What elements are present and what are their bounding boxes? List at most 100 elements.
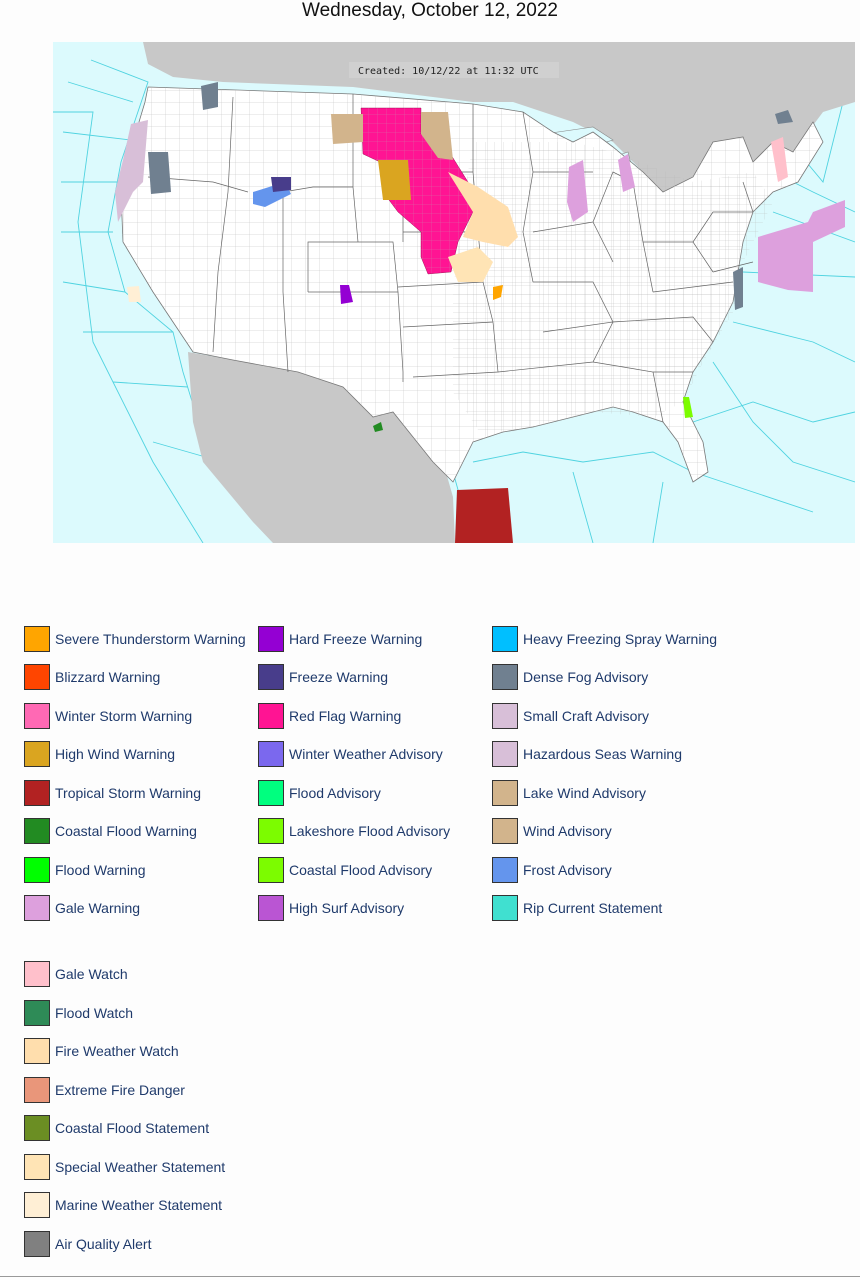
gale-watch-ne <box>771 137 788 182</box>
gale-warning-east <box>758 200 845 292</box>
legend-item: Red Flag Warning <box>258 701 401 731</box>
legend-label: Winter Weather Advisory <box>289 746 443 762</box>
legend-item: Marine Weather Statement <box>24 1190 222 1220</box>
marine-weather-statement <box>127 286 141 302</box>
dense-fog-advisory-ne <box>775 110 793 124</box>
legend-item: Lake Wind Advisory <box>492 778 646 808</box>
legend-label: Hard Freeze Warning <box>289 631 423 647</box>
legend-item: Gale Warning <box>24 893 140 923</box>
legend-swatch <box>492 818 518 844</box>
legend-swatch <box>492 857 518 883</box>
legend-item: Small Craft Advisory <box>492 701 649 731</box>
legend-swatch <box>258 741 284 767</box>
legend-item: Heavy Freezing Spray Warning <box>492 624 717 654</box>
legend-label: High Surf Advisory <box>289 900 405 916</box>
legend-swatch <box>492 741 518 767</box>
legend-label: Small Craft Advisory <box>523 708 650 724</box>
legend-swatch <box>258 626 284 652</box>
legend-item: Special Weather Statement <box>24 1152 225 1182</box>
baja-peninsula <box>193 362 283 512</box>
legend-swatch <box>24 626 50 652</box>
legend-label: Wind Advisory <box>523 823 612 839</box>
page-title: Wednesday, October 12, 2022 <box>302 0 558 21</box>
legend-swatch <box>24 1077 50 1103</box>
legend-swatch <box>24 895 50 921</box>
legend-item: Blizzard Warning <box>24 662 160 692</box>
legend-item: Wind Advisory <box>492 816 612 846</box>
legend-label: Rip Current Statement <box>523 900 663 916</box>
legend-item: Winter Storm Warning <box>24 701 192 731</box>
legend-label: Red Flag Warning <box>289 708 402 724</box>
legend-swatch <box>492 664 518 690</box>
legend-label: Extreme Fire Danger <box>55 1082 185 1098</box>
special-weather-statement-area <box>448 247 493 282</box>
legend-label: Frost Advisory <box>523 862 612 878</box>
legend-item: Lakeshore Flood Advisory <box>258 816 450 846</box>
legend-swatch <box>24 664 50 690</box>
legend-item: Dense Fog Advisory <box>492 662 648 692</box>
legend-item: High Surf Advisory <box>258 893 404 923</box>
legend-label: Blizzard Warning <box>55 669 161 685</box>
legend-item: Flood Warning <box>24 855 146 885</box>
county-grid-east <box>453 142 773 437</box>
legend-item: High Wind Warning <box>24 739 175 769</box>
legend-label: Gale Watch <box>55 966 128 982</box>
dense-fog-advisory-east <box>733 267 743 310</box>
legend-item: Tropical Storm Warning <box>24 778 201 808</box>
legend-label: Freeze Warning <box>289 669 389 685</box>
legend-swatch <box>492 895 518 921</box>
wind-advisory-area-east <box>421 112 453 160</box>
legend-swatch <box>24 1038 50 1064</box>
legend-item: Frost Advisory <box>492 855 612 885</box>
small-craft-advisory-west <box>115 120 148 222</box>
hard-freeze-warning-area <box>340 285 353 304</box>
legend-swatch <box>24 1115 50 1141</box>
legend-label: Fire Weather Watch <box>55 1043 179 1059</box>
legend-swatch <box>258 664 284 690</box>
legend-swatch <box>24 703 50 729</box>
high-wind-warning-area <box>378 160 411 200</box>
legend-label: Special Weather Statement <box>55 1159 226 1175</box>
dense-fog-advisory-west <box>148 152 171 194</box>
coastal-flood-advisory-tx <box>373 422 383 432</box>
legend-label: Dense Fog Advisory <box>523 669 649 685</box>
legend-item: Severe Thunderstorm Warning <box>24 624 246 654</box>
legend-swatch <box>258 895 284 921</box>
gale-warning-lake <box>567 160 588 222</box>
legend-swatch <box>258 857 284 883</box>
bottom-divider <box>0 1276 860 1277</box>
legend-label: Lake Wind Advisory <box>523 785 646 801</box>
legend-label: Flood Advisory <box>289 785 381 801</box>
legend-swatch <box>492 780 518 806</box>
legend-label: Tropical Storm Warning <box>55 785 202 801</box>
hazard-map-canvas: Created: 10/12/22 at 11:32 UTC <box>53 42 855 543</box>
fire-weather-watch-area <box>448 172 518 247</box>
legend-item: Rip Current Statement <box>492 893 662 923</box>
gale-warning-lake-huron <box>618 154 635 192</box>
legend-swatch <box>24 1154 50 1180</box>
legend-item: Freeze Warning <box>258 662 388 692</box>
legend-label: Heavy Freezing Spray Warning <box>523 631 718 647</box>
legend-item: Winter Weather Advisory <box>258 739 443 769</box>
legend-swatch <box>492 626 518 652</box>
legend-swatch <box>24 780 50 806</box>
legend-label: Flood Watch <box>55 1005 134 1021</box>
dense-fog-advisory-north <box>201 82 218 110</box>
tropical-storm-warning-area <box>455 488 513 543</box>
wind-advisory-area-west <box>331 114 363 144</box>
legend-label: Coastal Flood Advisory <box>289 862 433 878</box>
created-label-bg <box>349 62 559 78</box>
legend-swatch <box>492 703 518 729</box>
legend-label: Gale Warning <box>55 900 141 916</box>
legend-item: Hard Freeze Warning <box>258 624 422 654</box>
legend-swatch <box>24 961 50 987</box>
legend-label: Winter Storm Warning <box>55 708 193 724</box>
legend-swatch <box>24 741 50 767</box>
legend-label: Coastal Flood Warning <box>55 823 197 839</box>
legend-label: High Wind Warning <box>55 746 176 762</box>
coastal-flood-advisory-fl <box>683 397 693 418</box>
legend-item: Flood Advisory <box>258 778 381 808</box>
severe-thunderstorm-warning-area <box>493 285 503 300</box>
legend-item: Air Quality Alert <box>24 1229 151 1259</box>
legend-item: Fire Weather Watch <box>24 1036 179 1066</box>
